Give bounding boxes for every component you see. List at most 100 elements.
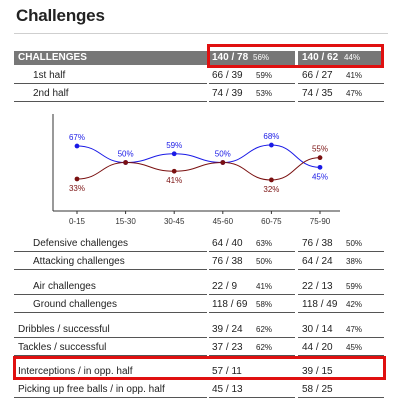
row-divider — [298, 251, 384, 252]
series-2-point — [74, 176, 80, 182]
stat-team1-pct: 58% — [256, 300, 273, 309]
title-divider — [14, 33, 388, 34]
stat-team1-pct: 63% — [256, 239, 273, 248]
series-1-point — [74, 143, 80, 149]
row-divider — [14, 269, 207, 270]
x-tick-label: 30-45 — [164, 217, 185, 226]
header-label: CHALLENGES — [18, 52, 87, 63]
x-tick-label: 0-15 — [69, 217, 86, 226]
row-divider — [298, 397, 384, 398]
stat-label: Interceptions / in opp. half — [18, 366, 133, 377]
stat-label: Tackles / successful — [18, 342, 107, 353]
stat-team1-pct: 62% — [256, 343, 273, 352]
page-title: Challenges — [16, 6, 105, 25]
stat-team1-value: 76 / 38 — [212, 256, 243, 267]
row-divider — [298, 101, 384, 102]
row-divider — [14, 355, 207, 356]
series-1-data-label: 68% — [263, 132, 279, 141]
series-2-point — [317, 155, 323, 161]
stat-team2-pct: 59% — [346, 282, 363, 291]
series-line-1 — [76, 144, 321, 168]
stat-team2-value: 30 / 14 — [302, 324, 333, 335]
series-2-point — [269, 177, 274, 183]
series-line-2 — [76, 157, 321, 181]
series-2-point — [220, 160, 226, 165]
series-1-point — [269, 142, 274, 148]
series-2-data-label: 41% — [166, 176, 182, 185]
stat-team2-pct: 42% — [346, 300, 363, 309]
header-team1-value: 140 / 78 — [212, 52, 249, 63]
chart-lines — [76, 144, 321, 181]
stat-label: Air challenges — [33, 281, 96, 292]
stat-team2-pct: 38% — [346, 257, 363, 266]
stat-team2-value: 64 / 24 — [302, 256, 333, 267]
stat-team1-value: 64 / 40 — [212, 238, 243, 249]
row-divider — [14, 83, 207, 84]
row-divider — [209, 355, 295, 356]
series-2-data-label: 32% — [263, 185, 279, 194]
stat-team1-value: 118 / 69 — [212, 299, 248, 310]
x-tick-label: 45-60 — [213, 217, 234, 226]
half-team1-pct: 53% — [256, 89, 273, 98]
series-2-point — [171, 168, 177, 174]
stat-team2-value: 58 / 25 — [302, 384, 333, 395]
half-team1-value: 74 / 39 — [212, 88, 243, 99]
row-divider — [209, 312, 295, 313]
chart-marks: 67% 50% 59% 50% 68% 45% 33% 41% 32% 55% — [69, 132, 328, 194]
row-divider — [209, 251, 295, 252]
series-1-data-label: 50% — [215, 150, 231, 159]
stat-label: Attacking challenges — [33, 256, 125, 267]
stat-team1-value: 45 / 13 — [212, 384, 243, 395]
row-divider — [209, 294, 295, 295]
row-divider — [209, 101, 295, 102]
row-divider — [14, 101, 207, 102]
header-band-team2 — [298, 51, 384, 65]
row-divider — [298, 337, 384, 338]
stat-team2-pct: 47% — [346, 325, 363, 334]
x-tick-label: 75-90 — [310, 217, 331, 226]
header-team2-value: 140 / 62 — [302, 52, 339, 63]
half-label: 1st half — [33, 70, 66, 81]
series-1-point — [171, 151, 177, 157]
stat-team2-value: 44 / 20 — [302, 342, 333, 353]
row-divider — [14, 337, 207, 338]
header-team1-pct: 56% — [253, 53, 270, 62]
stat-label: Defensive challenges — [33, 238, 129, 249]
stat-team1-value: 37 / 23 — [212, 342, 243, 353]
stat-team2-pct: 45% — [346, 343, 363, 352]
series-1-data-label: 50% — [118, 150, 134, 159]
row-divider — [298, 312, 384, 313]
stat-team1-pct: 62% — [256, 325, 273, 334]
header-band-team1 — [209, 51, 295, 65]
stat-label: Ground challenges — [33, 299, 117, 310]
stat-team2-value: 39 / 15 — [302, 366, 333, 377]
series-1-data-label: 59% — [166, 141, 182, 150]
stat-team2-value: 118 / 49 — [302, 299, 338, 310]
half-team1-value: 66 / 39 — [212, 70, 243, 81]
series-2-point — [123, 160, 128, 165]
series-1-data-label: 45% — [312, 172, 328, 181]
half-team2-pct: 47% — [346, 89, 363, 98]
half-team2-value: 74 / 35 — [302, 88, 333, 99]
challenges-by-period-chart: 0-15 15-30 30-45 45-60 60-75 75-90 67% 50% 59% 5… — [52, 114, 340, 226]
row-divider — [298, 83, 384, 84]
header-team2-pct: 44% — [344, 53, 361, 62]
row-divider — [209, 337, 295, 338]
stat-label: Dribbles / successful — [18, 324, 110, 335]
stat-label: Picking up free balls / in opp. half — [18, 384, 165, 395]
row-divider — [298, 355, 384, 356]
stat-team2-value: 22 / 13 — [302, 281, 333, 292]
row-divider — [14, 312, 207, 313]
series-1-data-label: 67% — [69, 133, 85, 142]
stat-team2-pct: 50% — [346, 239, 363, 248]
stat-team1-value: 39 / 24 — [212, 324, 243, 335]
x-tick-label: 60-75 — [261, 217, 282, 226]
stat-team1-value: 22 / 9 — [212, 281, 238, 292]
half-team2-pct: 41% — [346, 71, 363, 80]
series-2-data-label: 55% — [312, 145, 328, 154]
stat-team1-value: 57 / 11 — [212, 366, 242, 377]
row-divider — [209, 269, 295, 270]
half-team1-pct: 59% — [256, 71, 273, 80]
x-tick-label: 15-30 — [115, 217, 136, 226]
row-divider — [14, 251, 207, 252]
